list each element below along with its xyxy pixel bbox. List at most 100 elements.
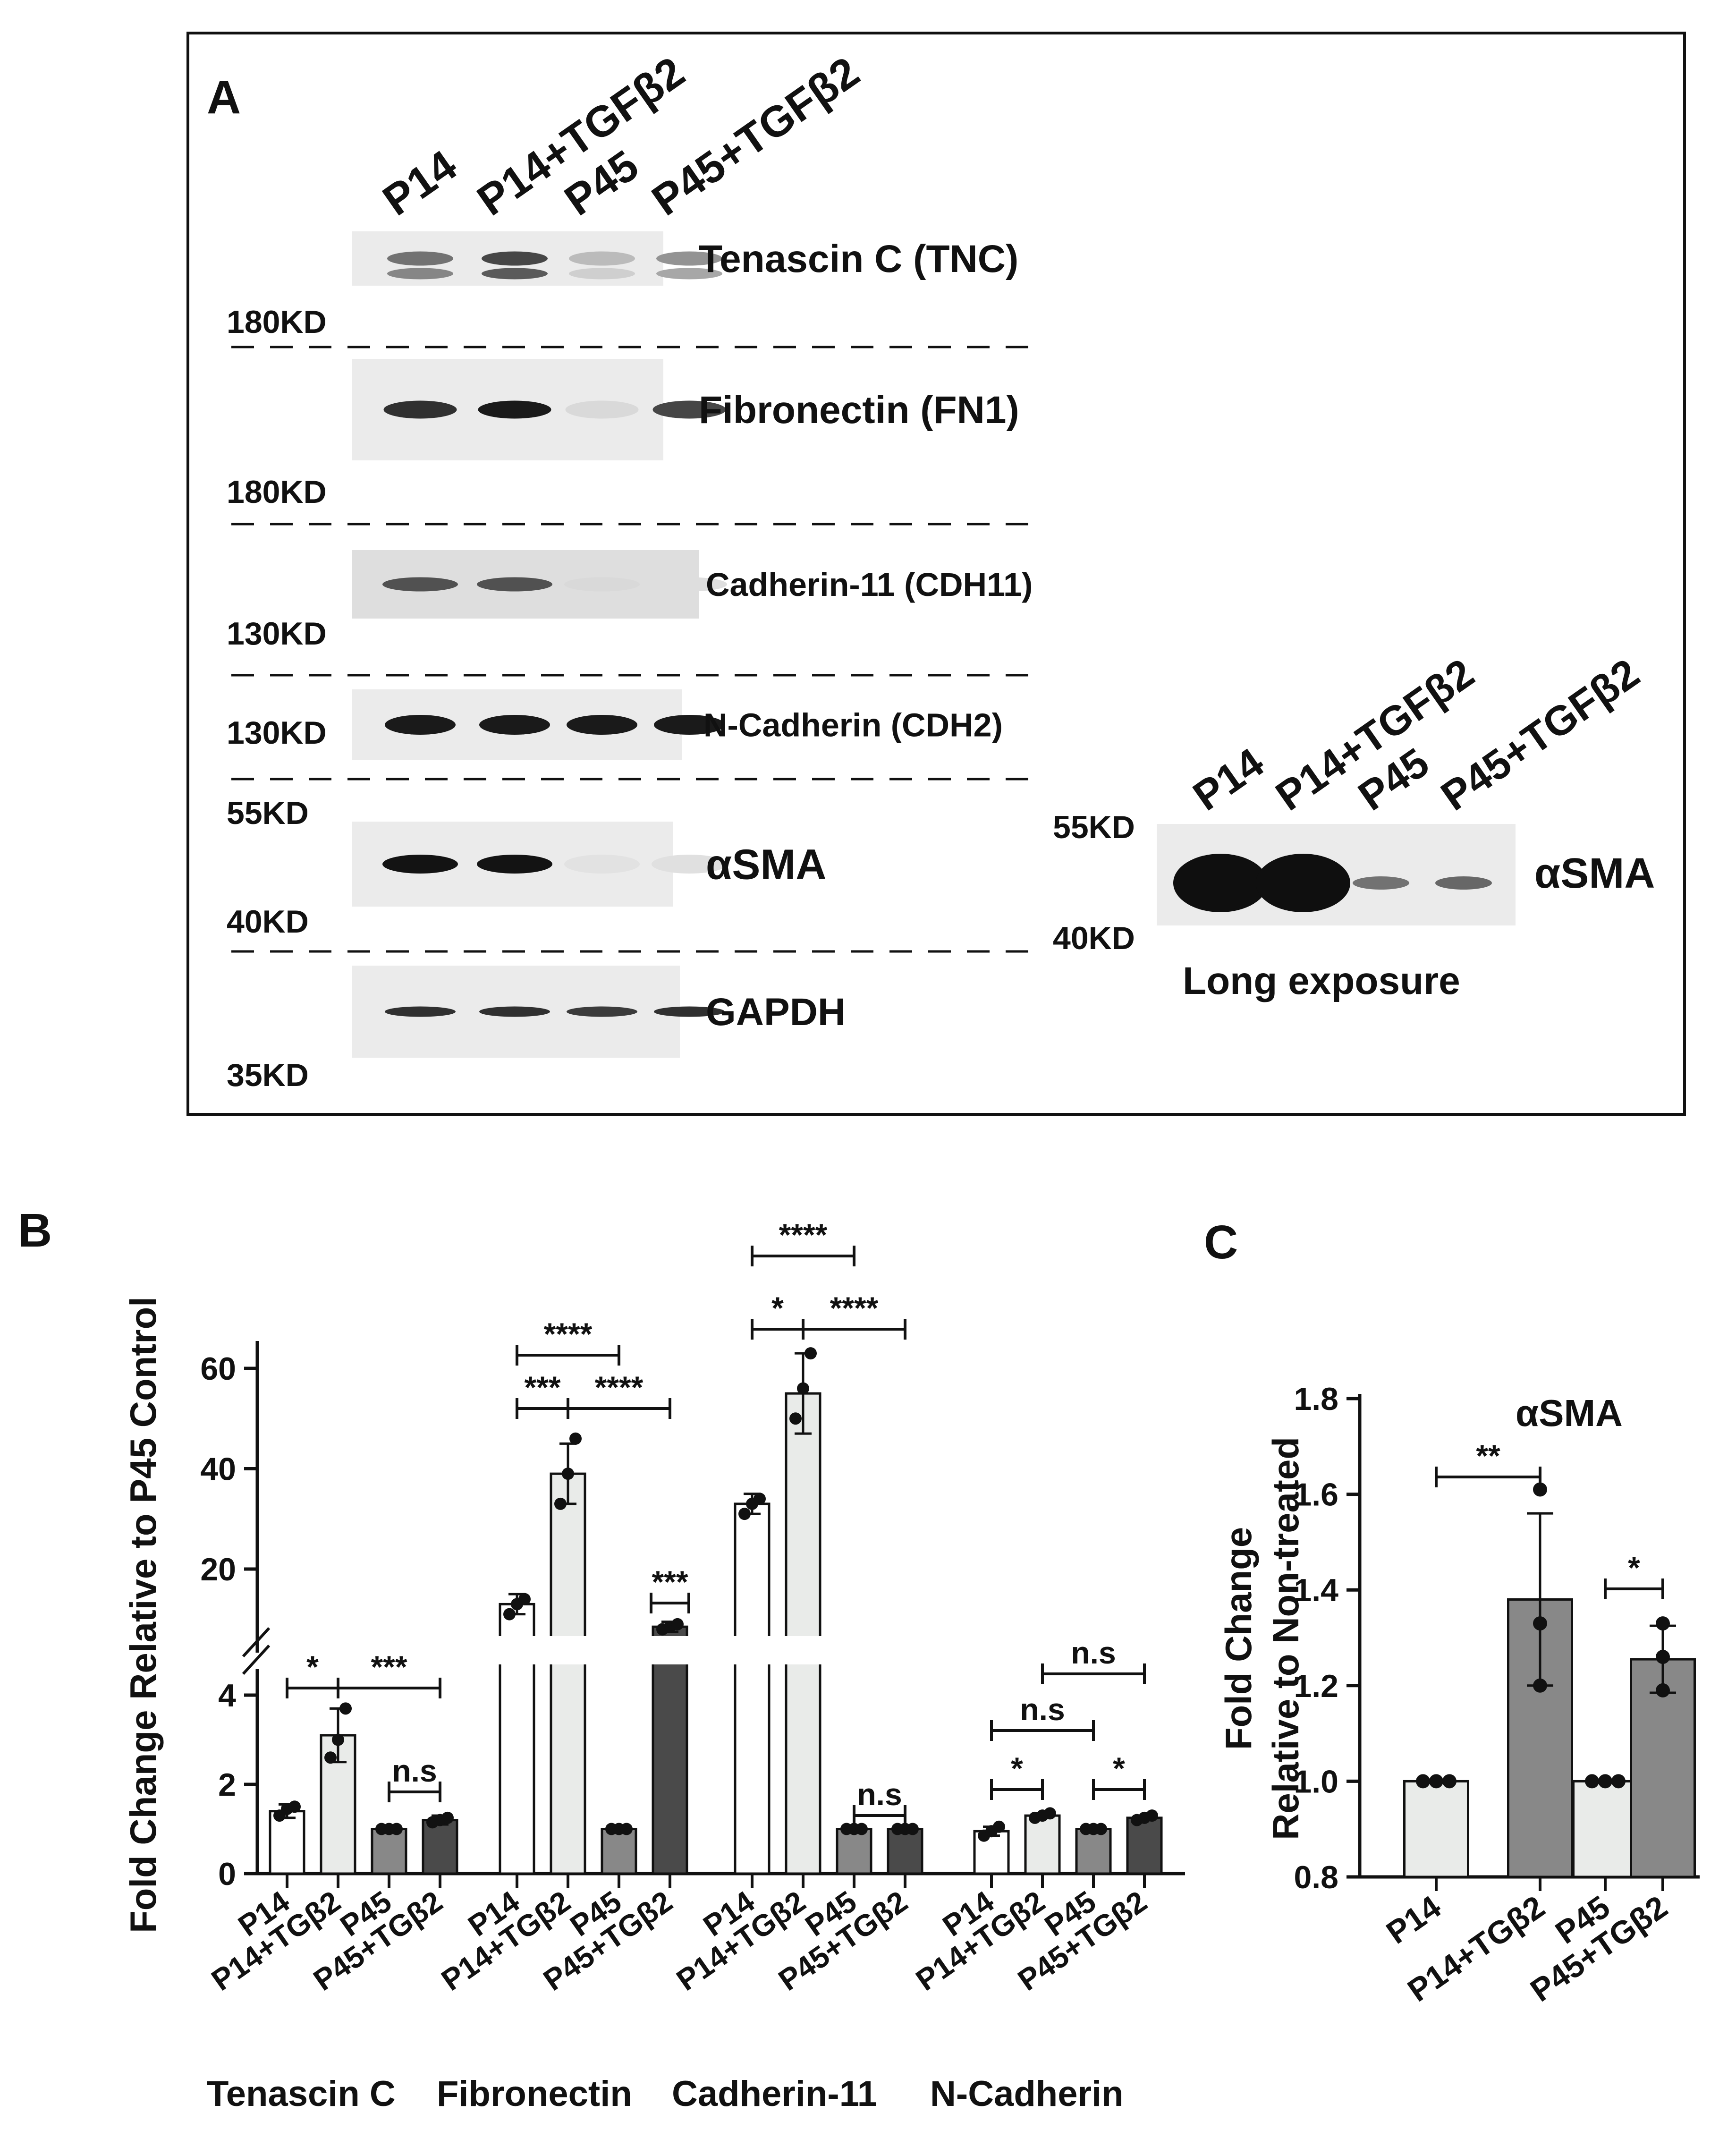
c-y-tick-label: 1.6 xyxy=(1294,1477,1338,1513)
significance-bracket: * xyxy=(1092,1751,1146,1800)
c-bar xyxy=(1572,1780,1638,1878)
blot-2 xyxy=(352,550,727,619)
data-point xyxy=(1044,1807,1056,1820)
c-data-point xyxy=(1533,1678,1547,1693)
band xyxy=(564,577,640,592)
bar xyxy=(785,1392,821,1875)
bar xyxy=(887,1828,923,1875)
inset-band xyxy=(1256,854,1350,912)
mw-marker: 35KD xyxy=(227,1057,309,1093)
inset-band xyxy=(1353,876,1409,890)
band xyxy=(565,400,639,419)
group-label: Fibronectin xyxy=(437,2074,632,2114)
significance-label: n.s xyxy=(857,1777,902,1812)
bar xyxy=(1126,1816,1163,1875)
data-point xyxy=(569,1432,582,1445)
inset-band xyxy=(1435,876,1492,890)
significance-label: * xyxy=(1113,1751,1125,1786)
data-point xyxy=(1095,1823,1107,1835)
band xyxy=(385,1006,456,1017)
mw-marker: 130KD xyxy=(227,715,327,751)
data-point xyxy=(390,1823,403,1835)
data-point xyxy=(754,1493,766,1505)
blot-3 xyxy=(352,689,725,760)
bar xyxy=(422,1819,458,1875)
band xyxy=(567,715,637,735)
group-label: Tenascin C xyxy=(207,2074,396,2114)
c-data-point xyxy=(1656,1650,1670,1664)
y-tick-label: 40 xyxy=(200,1451,236,1487)
significance-bracket: * xyxy=(751,1290,804,1340)
band xyxy=(382,855,458,874)
band xyxy=(477,855,552,874)
significance-label: n.s xyxy=(1020,1692,1065,1727)
significance-label: **** xyxy=(595,1370,644,1405)
data-point xyxy=(797,1382,809,1395)
c-y-tick-label: 1.8 xyxy=(1294,1381,1338,1417)
c-data-point xyxy=(1656,1616,1670,1631)
data-point xyxy=(620,1823,633,1835)
significance-label: * xyxy=(1011,1751,1023,1786)
band xyxy=(564,855,640,874)
mw-marker: 55KD xyxy=(227,795,309,831)
significance-bracket: **** xyxy=(802,1290,906,1340)
significance-bracket: n.s xyxy=(388,1753,441,1802)
significance-bracket: *** xyxy=(337,1649,441,1698)
c-y-tick-label: 1.4 xyxy=(1294,1572,1338,1608)
band xyxy=(654,1006,725,1017)
blot-label: αSMA xyxy=(706,841,826,889)
c-data-point xyxy=(1533,1616,1547,1631)
c-title: αSMA xyxy=(1516,1392,1623,1434)
band xyxy=(477,577,552,592)
inset-caption: Long exposure xyxy=(1183,959,1460,1002)
y-tick-label: 20 xyxy=(200,1552,236,1587)
data-point xyxy=(503,1608,516,1621)
c-y-tick-label: 0.8 xyxy=(1294,1859,1338,1895)
data-point xyxy=(1146,1809,1158,1822)
c-data-point xyxy=(1585,1774,1599,1789)
blot-5 xyxy=(352,966,725,1058)
blot-label: Tenascin C (TNC) xyxy=(699,238,1018,280)
data-point xyxy=(518,1593,531,1605)
band-lower xyxy=(482,268,548,280)
bar-break-gap xyxy=(498,1636,536,1664)
panel-b-label: B xyxy=(18,1204,52,1257)
y-tick-label: 0 xyxy=(218,1856,236,1892)
significance-label: * xyxy=(771,1290,784,1325)
bar-break-gap xyxy=(733,1636,771,1664)
bar xyxy=(1024,1814,1061,1875)
band xyxy=(482,251,548,266)
mw-marker: 180KD xyxy=(227,304,327,340)
bar xyxy=(601,1828,637,1875)
bar xyxy=(550,1472,586,1875)
band xyxy=(569,251,635,266)
blot-label: N-Cadherin (CDH2) xyxy=(703,707,1003,744)
significance-bracket: n.s xyxy=(990,1692,1095,1741)
c-data-point xyxy=(1442,1774,1457,1789)
significance-label: **** xyxy=(779,1217,828,1252)
group-label: N-Cadherin xyxy=(930,2074,1124,2114)
y-tick-label: 60 xyxy=(200,1351,236,1387)
c-data-point xyxy=(1533,1482,1547,1497)
mw-marker: 130KD xyxy=(227,616,327,652)
mw-marker: 40KD xyxy=(227,904,309,940)
data-point xyxy=(441,1811,454,1824)
axis-break-mark xyxy=(242,1627,271,1658)
band xyxy=(478,400,551,419)
c-significance-bracket: ** xyxy=(1435,1438,1541,1487)
band xyxy=(652,855,727,874)
band xyxy=(654,715,725,735)
significance-label: *** xyxy=(652,1564,688,1599)
data-point xyxy=(324,1751,337,1764)
band xyxy=(656,251,722,266)
c-significance-label: * xyxy=(1628,1550,1640,1585)
bar-break-gap xyxy=(549,1636,587,1664)
panel-c-label: C xyxy=(1204,1216,1238,1269)
c-y-axis-label-line2: Relative to Non-treated xyxy=(1265,1437,1306,1840)
data-point xyxy=(789,1412,802,1425)
mw-marker: 180KD xyxy=(227,474,327,510)
c-data-point xyxy=(1598,1774,1612,1789)
significance-bracket: n.s xyxy=(1041,1635,1146,1684)
